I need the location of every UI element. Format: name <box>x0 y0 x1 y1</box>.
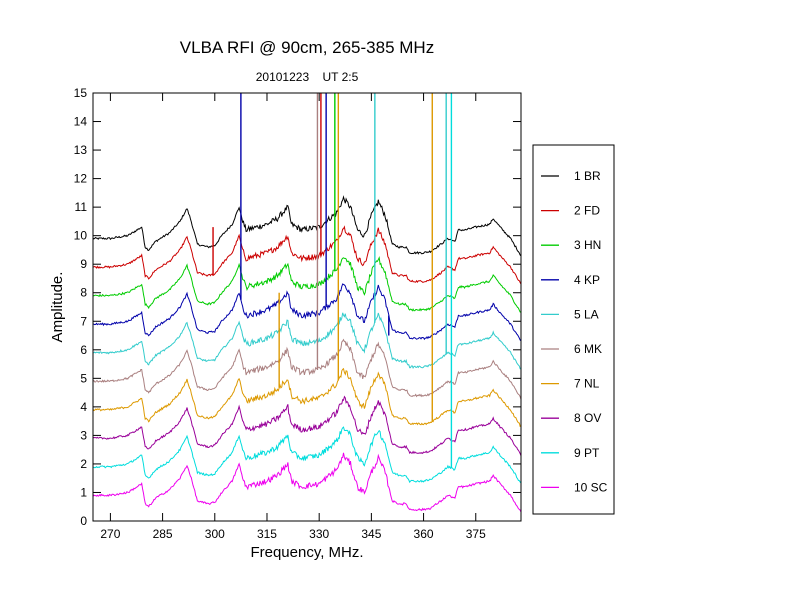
series-line-3 <box>93 255 521 313</box>
x-tick-label: 360 <box>414 527 434 541</box>
y-tick-label: 10 <box>74 229 88 243</box>
series-line-9 <box>93 426 521 484</box>
y-tick-label: 7 <box>80 314 87 328</box>
x-tick-label: 285 <box>153 527 173 541</box>
legend: 1 BR 2 FD 3 HN 4 KP 5 LA 6 MK 7 NL 8 OV 9 PT 10 S… <box>541 169 608 494</box>
series-line-7 <box>93 367 521 428</box>
legend-label: 10 SC <box>574 480 608 494</box>
y-tick-label: 0 <box>80 514 87 528</box>
x-axis: 270 285 300 315 330 345 360 375 <box>100 93 486 541</box>
spike-layer <box>212 93 453 469</box>
x-tick-label: 270 <box>100 527 120 541</box>
y-tick-label: 4 <box>80 400 87 414</box>
y-tick-label: 14 <box>74 115 88 129</box>
series-line-5 <box>93 312 521 370</box>
x-tick-label: 315 <box>257 527 277 541</box>
y-tick-label: 6 <box>80 343 87 357</box>
y-tick-label: 12 <box>74 172 88 186</box>
legend-label: 3 HN <box>574 238 601 252</box>
legend-label: 1 BR <box>574 169 601 183</box>
legend-label: 2 FD <box>574 204 600 218</box>
y-tick-label: 15 <box>74 86 88 100</box>
legend-label: 4 KP <box>574 273 600 287</box>
x-tick-label: 345 <box>361 527 381 541</box>
chart-subtitle: 20101223 UT 2:5 <box>256 70 359 84</box>
series-line-10 <box>93 452 521 513</box>
y-tick-label: 5 <box>80 371 87 385</box>
series-line-4 <box>93 283 521 342</box>
legend-label: 8 OV <box>574 411 601 425</box>
series-line-2 <box>93 225 521 285</box>
y-tick-label: 1 <box>80 485 87 499</box>
plot-frame <box>92 92 522 522</box>
y-tick-label: 11 <box>75 200 88 214</box>
y-tick-label: 2 <box>80 457 87 471</box>
series-layer <box>93 195 521 513</box>
x-tick-label: 300 <box>205 527 225 541</box>
legend-label: 6 MK <box>574 342 602 356</box>
series-line-6 <box>93 338 521 400</box>
legend-label: 5 LA <box>574 307 599 321</box>
chart-title: VLBA RFI @ 90cm, 265-385 MHz <box>180 38 434 57</box>
x-tick-label: 330 <box>309 527 329 541</box>
y-axis-label: Amplitude. <box>49 272 66 343</box>
series-line-1 <box>93 195 521 257</box>
legend-label: 7 NL <box>574 377 600 391</box>
x-tick-label: 375 <box>466 527 486 541</box>
legend-label: 9 PT <box>574 446 600 460</box>
y-tick-label: 13 <box>74 143 88 157</box>
y-tick-label: 3 <box>80 428 87 442</box>
y-tick-label: 9 <box>80 257 87 271</box>
series-line-8 <box>93 395 521 456</box>
x-axis-label: Frequency, MHz. <box>250 544 363 561</box>
y-tick-label: 8 <box>80 286 87 300</box>
